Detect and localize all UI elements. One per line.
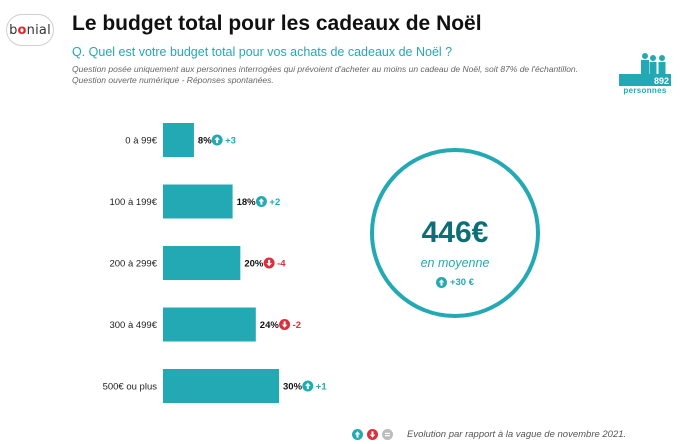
bar [163,246,241,280]
legend-icons [352,429,393,440]
average-change: +30 € [370,277,540,288]
average-circle [370,148,540,318]
question-note: Question posée uniquement aux personnes … [72,64,602,85]
note-line-1: Question posée uniquement aux personnes … [72,64,579,74]
category-label: 200 à 299€ [109,259,157,270]
legend-arrow-down-icon [367,429,378,440]
change-label: +3 [225,136,236,147]
sample-label: personnes [623,86,667,95]
average-label: en moyenne [420,256,490,270]
sample-size-badge: 892 personnes [619,52,671,96]
arrow-glyph [214,136,220,144]
arrow-glyph [305,382,311,390]
page-title: Le budget total pour les cadeaux de Noël [72,12,482,35]
category-label: 0 à 99€ [125,136,157,147]
arrow-glyph [258,198,265,205]
arrow-up-icon [435,277,447,288]
value-label: 24% [260,320,280,331]
bar [163,123,194,157]
category-label: 300 à 499€ [109,320,157,331]
people-icon [619,53,671,86]
note-line-2: Question ouverte numérique - Réponses sp… [72,74,274,85]
question-text: Q. Quel est votre budget total pour vos … [72,45,453,59]
average-change-value: +30 € [449,277,475,288]
sample-count: 892 [653,76,669,86]
average-value: 446€ [421,216,489,249]
logo-letter-o: o [17,22,27,38]
change-label: +2 [269,197,280,208]
arrow-glyph [266,259,272,267]
logo-letter-b: b [9,22,18,38]
value-label: 30% [283,382,303,393]
bar [163,369,279,403]
value-label: 18% [237,197,257,208]
change-label: -2 [293,320,301,331]
arrow-glyph [281,321,288,328]
legend-text: Evolution par rapport à la vague de nove… [407,429,627,440]
category-label: 100 à 199€ [109,197,157,208]
logo-letters-rest: nial [26,22,51,38]
change-label: +1 [316,382,328,393]
value-label: 8% [198,136,212,147]
bonial-logo: b o nial [6,14,54,46]
change-label: -4 [277,259,286,270]
value-label: 20% [244,259,264,270]
legend-equal-icon [382,429,393,440]
bar [163,307,256,342]
legend-arrow-up-icon [352,429,363,440]
bar [163,184,233,219]
category-label: 500€ ou plus [103,382,158,393]
